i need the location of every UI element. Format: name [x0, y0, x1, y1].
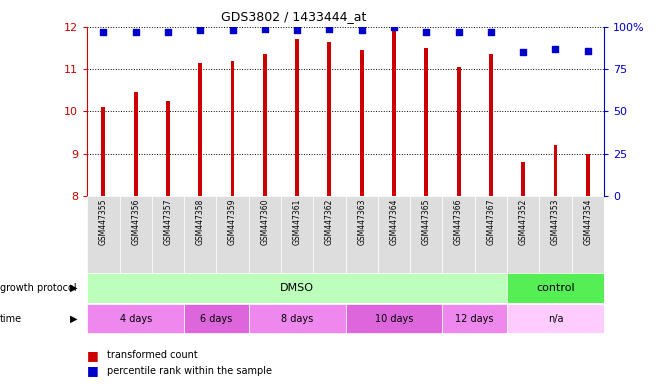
- Bar: [489, 55, 493, 196]
- Text: 10 days: 10 days: [375, 314, 413, 324]
- Bar: [521, 162, 525, 196]
- Bar: [507, 273, 604, 303]
- Point: [389, 24, 399, 30]
- Bar: [586, 154, 590, 196]
- Text: GSM447366: GSM447366: [454, 198, 463, 245]
- Text: GSM447359: GSM447359: [228, 198, 237, 245]
- Bar: [457, 67, 460, 196]
- Bar: [249, 196, 281, 273]
- Point: [421, 29, 431, 35]
- Point: [324, 25, 335, 31]
- Bar: [231, 61, 234, 196]
- Bar: [327, 42, 331, 196]
- Bar: [281, 196, 313, 273]
- Text: n/a: n/a: [548, 314, 563, 324]
- Bar: [539, 196, 572, 273]
- Text: GSM447367: GSM447367: [486, 198, 495, 245]
- Text: GSM447365: GSM447365: [422, 198, 431, 245]
- Bar: [475, 196, 507, 273]
- Point: [518, 49, 529, 55]
- Text: 12 days: 12 days: [456, 314, 494, 324]
- Text: GSM447357: GSM447357: [164, 198, 172, 245]
- Point: [227, 27, 238, 33]
- Bar: [119, 196, 152, 273]
- Bar: [572, 196, 604, 273]
- Text: growth protocol: growth protocol: [0, 283, 76, 293]
- Bar: [295, 39, 299, 196]
- Bar: [507, 196, 539, 273]
- Text: 4 days: 4 days: [119, 314, 152, 324]
- Text: GSM447360: GSM447360: [260, 198, 269, 245]
- Text: GSM447363: GSM447363: [357, 198, 366, 245]
- Point: [130, 29, 141, 35]
- Text: transformed count: transformed count: [107, 350, 198, 360]
- Bar: [360, 50, 364, 196]
- Point: [162, 29, 173, 35]
- Bar: [263, 55, 267, 196]
- Text: GSM447364: GSM447364: [389, 198, 399, 245]
- Text: ■: ■: [87, 364, 99, 377]
- Text: GSM447358: GSM447358: [196, 198, 205, 245]
- Point: [550, 46, 561, 52]
- Text: ▶: ▶: [70, 314, 77, 324]
- Bar: [392, 29, 396, 196]
- Bar: [184, 196, 216, 273]
- Point: [453, 29, 464, 35]
- Bar: [410, 196, 442, 273]
- Bar: [313, 196, 346, 273]
- Bar: [87, 304, 184, 333]
- Bar: [184, 304, 249, 333]
- Point: [260, 25, 270, 31]
- Bar: [554, 145, 558, 196]
- Title: GDS3802 / 1433444_at: GDS3802 / 1433444_at: [221, 10, 366, 23]
- Bar: [507, 304, 604, 333]
- Text: GSM447354: GSM447354: [583, 198, 592, 245]
- Bar: [152, 196, 184, 273]
- Point: [195, 27, 205, 33]
- Point: [98, 29, 109, 35]
- Bar: [442, 196, 475, 273]
- Bar: [378, 196, 410, 273]
- Bar: [424, 48, 428, 196]
- Bar: [87, 196, 119, 273]
- Text: ■: ■: [87, 349, 99, 362]
- Text: GSM447356: GSM447356: [131, 198, 140, 245]
- Point: [292, 27, 303, 33]
- Text: GSM447361: GSM447361: [293, 198, 302, 245]
- Bar: [134, 93, 138, 196]
- Bar: [346, 304, 442, 333]
- Text: DMSO: DMSO: [280, 283, 314, 293]
- Bar: [199, 63, 202, 196]
- Text: time: time: [0, 314, 22, 324]
- Text: control: control: [536, 283, 575, 293]
- Bar: [346, 196, 378, 273]
- Text: 8 days: 8 days: [281, 314, 313, 324]
- Text: ▶: ▶: [70, 283, 77, 293]
- Point: [582, 48, 593, 54]
- Point: [486, 29, 497, 35]
- Bar: [442, 304, 507, 333]
- Text: GSM447353: GSM447353: [551, 198, 560, 245]
- Bar: [166, 101, 170, 196]
- Text: GSM447362: GSM447362: [325, 198, 334, 245]
- Text: GSM447352: GSM447352: [519, 198, 527, 245]
- Text: 6 days: 6 days: [200, 314, 233, 324]
- Text: GSM447355: GSM447355: [99, 198, 108, 245]
- Bar: [87, 273, 507, 303]
- Text: percentile rank within the sample: percentile rank within the sample: [107, 366, 272, 376]
- Bar: [216, 196, 249, 273]
- Point: [356, 27, 367, 33]
- Bar: [249, 304, 346, 333]
- Bar: [101, 107, 105, 196]
